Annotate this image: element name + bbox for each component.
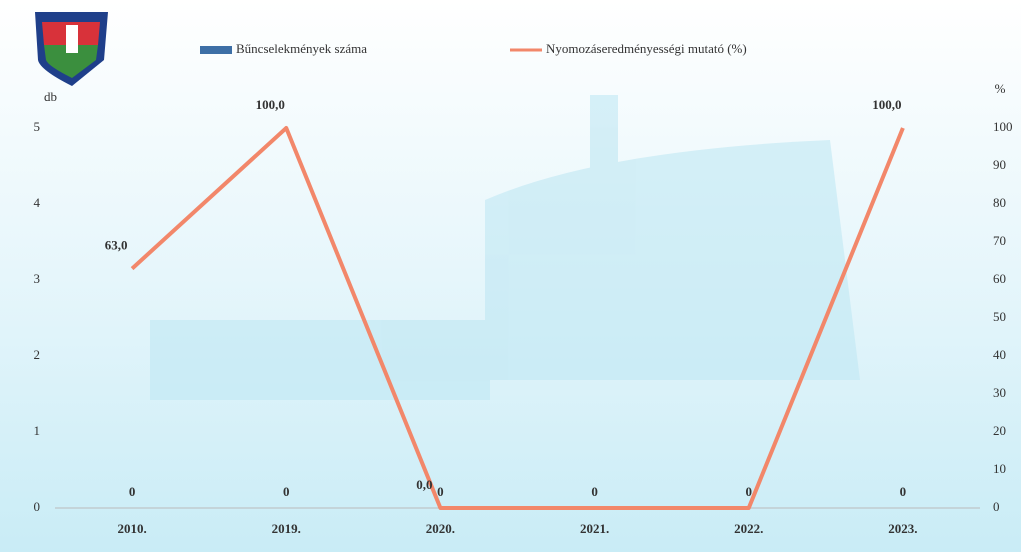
legend-label: Nyomozáseredményességi mutató (%): [546, 41, 747, 56]
x-tick-label: 2022.: [734, 521, 763, 536]
y2-axis-label: %: [995, 81, 1006, 96]
y-tick-label: 4: [34, 195, 41, 210]
y-axis-label: db: [44, 89, 57, 104]
line: [130, 126, 905, 510]
y2-tick-label: 20: [993, 423, 1006, 438]
y-tick-label: 1: [34, 423, 41, 438]
x-tick-label: 2020.: [426, 521, 455, 536]
y2-tick-label: 0: [993, 499, 1000, 514]
y2-tick-label: 90: [993, 157, 1006, 172]
y-tick-label: 3: [34, 271, 41, 286]
bar-value-label: 0: [746, 484, 753, 499]
x-tick-label: 2010.: [117, 521, 146, 536]
x-tick-label: 2019.: [272, 521, 301, 536]
logo: [35, 12, 108, 86]
line-value-label: 100,0: [872, 97, 901, 112]
y2-tick-label: 10: [993, 461, 1006, 476]
line-value-label: 63,0: [105, 238, 128, 253]
bar-value-label: 0: [437, 484, 444, 499]
y-tick-label: 2: [34, 347, 41, 362]
x-tick-label: 2021.: [580, 521, 609, 536]
bar-value-label: 0: [129, 484, 136, 499]
y2-tick-label: 60: [993, 271, 1006, 286]
y2-tick-label: 100: [993, 119, 1013, 134]
legend-swatch: [200, 46, 232, 54]
y2-tick-label: 70: [993, 233, 1006, 248]
y2-tick-label: 50: [993, 309, 1006, 324]
bar-value-label: 0: [900, 484, 907, 499]
bar-value-label: 0: [591, 484, 598, 499]
y-tick-label: 0: [34, 499, 41, 514]
y2-tick-label: 80: [993, 195, 1006, 210]
bar-value-label: 0: [283, 484, 290, 499]
legend-label: Bűncselekmények száma: [236, 41, 367, 56]
y-tick-label: 5: [34, 119, 41, 134]
line-value-label: 100,0: [256, 97, 285, 112]
y2-tick-label: 30: [993, 385, 1006, 400]
y2-tick-label: 40: [993, 347, 1006, 362]
x-tick-label: 2023.: [888, 521, 917, 536]
line-value-label: 0,0: [416, 477, 432, 492]
building-silhouette: [150, 95, 860, 400]
